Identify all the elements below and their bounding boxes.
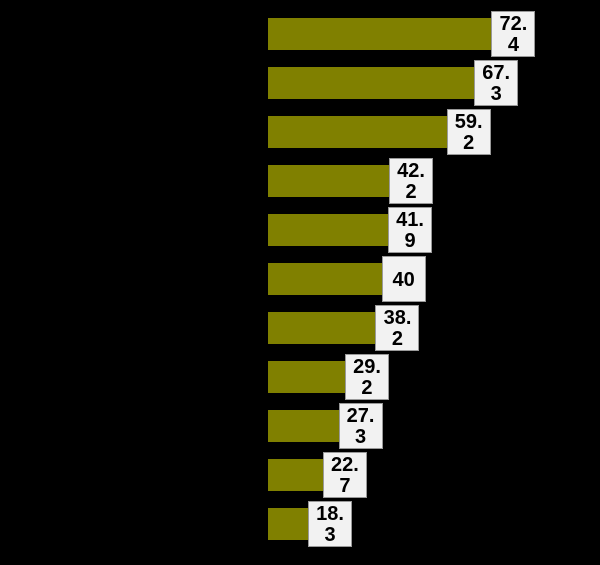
chart-bar bbox=[268, 116, 469, 148]
value-label: 59. 2 bbox=[447, 109, 491, 155]
chart-bar bbox=[268, 67, 496, 99]
value-label: 67. 3 bbox=[474, 60, 518, 106]
value-label: 27. 3 bbox=[339, 403, 383, 449]
horizontal-bar-chart: 72. 467. 359. 2 42. 241. 94038. 229. 227.… bbox=[0, 0, 600, 565]
value-label: 22. 7 bbox=[323, 452, 367, 498]
value-label: 18. 3 bbox=[308, 501, 352, 547]
value-label: 29. 2 bbox=[345, 354, 389, 400]
value-label: 72. 4 bbox=[491, 11, 535, 57]
value-label: 38. 2 bbox=[375, 305, 419, 351]
value-label: 41. 9 bbox=[388, 207, 432, 253]
value-label: 42. 2 bbox=[389, 158, 433, 204]
value-label: 40 bbox=[382, 256, 426, 302]
chart-bar bbox=[268, 18, 513, 50]
